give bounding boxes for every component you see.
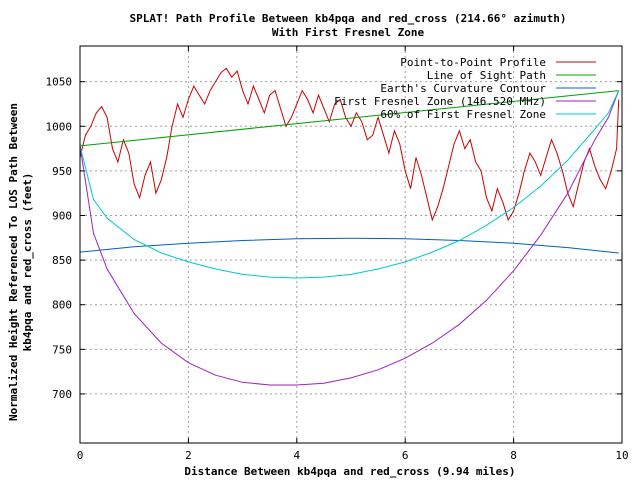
legend-label: 60% of First Fresnel Zone bbox=[380, 108, 546, 121]
y-tick-label: 1050 bbox=[46, 76, 73, 89]
x-tick-label: 8 bbox=[510, 449, 517, 462]
x-tick-label: 2 bbox=[185, 449, 192, 462]
x-tick-label: 4 bbox=[293, 449, 300, 462]
chart-subtitle: With First Fresnel Zone bbox=[272, 26, 425, 39]
x-tick-label: 6 bbox=[402, 449, 409, 462]
series-line-60-of-first-fresnel-zone bbox=[79, 90, 620, 279]
plot-frame bbox=[79, 45, 623, 444]
series-line-line-of-sight-path bbox=[79, 90, 619, 147]
y-tick-label: 1000 bbox=[46, 120, 73, 133]
y-tick-label: 800 bbox=[52, 299, 72, 312]
y-axis-label-line2: kb4pqa and red_cross (feet) bbox=[21, 173, 34, 352]
y-axis-label-line1: Normalized Height Referenced To LOS Path… bbox=[7, 103, 20, 421]
legend-label: First Fresnel Zone (146.520 MHz) bbox=[334, 95, 546, 108]
x-tick-label: 10 bbox=[615, 449, 628, 462]
series-lines bbox=[79, 67, 620, 386]
legend-label: Line of Sight Path bbox=[427, 69, 546, 82]
y-tick-label: 750 bbox=[52, 343, 72, 356]
series-line-earth-s-curvature-contour bbox=[79, 237, 619, 254]
y-tick-label: 850 bbox=[52, 254, 72, 267]
x-tick-label: 0 bbox=[77, 449, 84, 462]
legend-label: Point-to-Point Profile bbox=[400, 56, 546, 69]
x-axis-label: Distance Between kb4pqa and red_cross (9… bbox=[184, 465, 515, 478]
series-line-first-fresnel-zone-146-520-mhz bbox=[79, 90, 620, 386]
y-tick-label: 950 bbox=[52, 165, 72, 178]
legend-label: Earth's Curvature Contour bbox=[380, 82, 546, 95]
y-tick-label: 700 bbox=[52, 388, 72, 401]
chart-title: SPLAT! Path Profile Between kb4pqa and r… bbox=[129, 12, 566, 25]
y-tick-label: 900 bbox=[52, 210, 72, 223]
axis-ticks: 0 2 4 6 8 10 700 750 800 850 900 950 1000 1050 bbox=[46, 46, 629, 462]
